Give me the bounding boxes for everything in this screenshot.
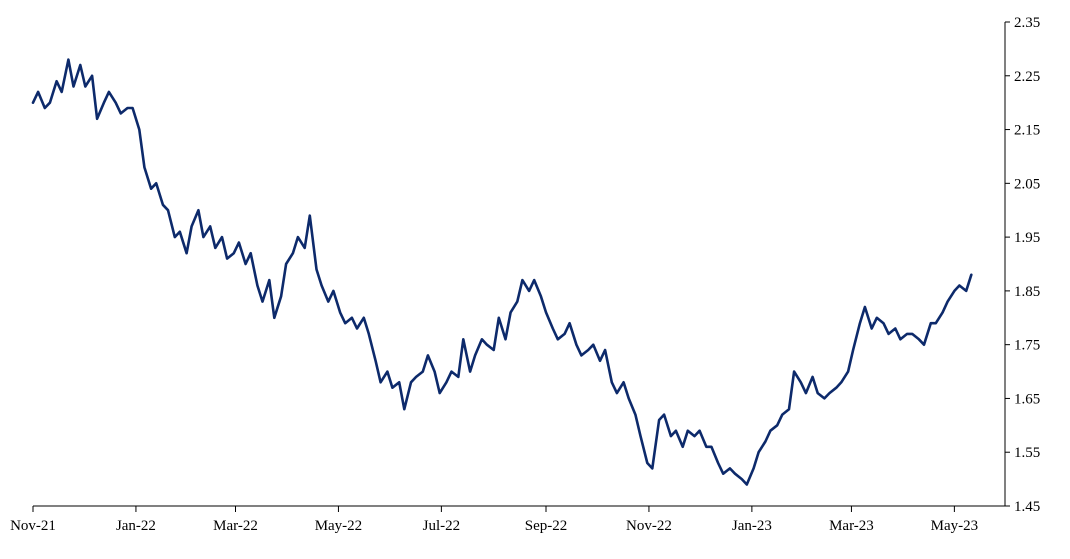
series-line	[31, 58, 973, 486]
y-tick-label: 2.05	[1014, 176, 1040, 192]
x-tick-label: Jan-23	[732, 518, 772, 534]
x-tick-label: Jul-22	[423, 518, 461, 534]
x-tick-label: Nov-21	[10, 518, 56, 534]
x-tick-label: Nov-22	[626, 518, 672, 534]
y-tick-label: 2.25	[1014, 69, 1040, 85]
x-tick-label: May-22	[315, 518, 363, 534]
x-tick-label: Mar-23	[829, 518, 874, 534]
y-tick-label: 1.65	[1014, 391, 1040, 407]
y-tick-label: 2.15	[1014, 123, 1040, 139]
y-tick-label: 1.95	[1014, 230, 1040, 246]
y-tick-label: 1.75	[1014, 338, 1040, 354]
plot-area	[31, 58, 973, 486]
axes: Nov-21 Jan-22 Mar-22 May-22 Jul-22 Sep-22 Nov-…	[10, 15, 1040, 534]
x-tick-label: Sep-22	[525, 518, 568, 534]
y-tick-label: 1.45	[1014, 499, 1040, 515]
y-tick-label: 1.55	[1014, 445, 1040, 461]
x-tick-label: Jan-22	[116, 518, 156, 534]
y-tick-label: 2.35	[1014, 15, 1040, 31]
y-tick-label: 1.85	[1014, 284, 1040, 300]
x-tick-label: May-23	[931, 518, 979, 534]
x-tick-label: Mar-22	[213, 518, 258, 534]
